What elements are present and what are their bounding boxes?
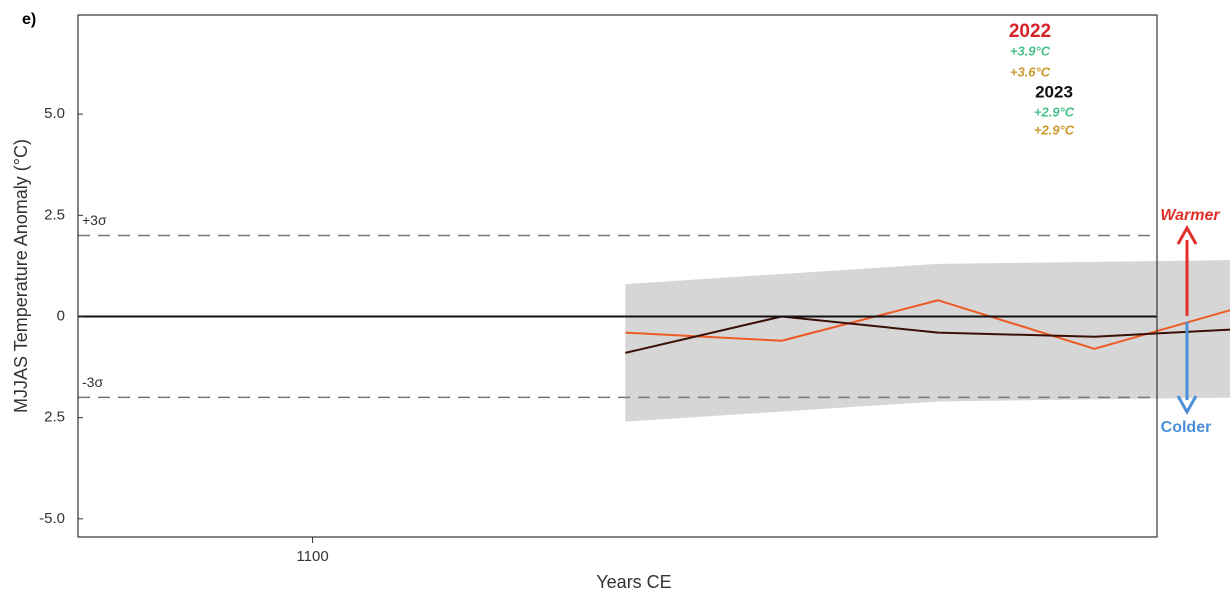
anomaly-label: +3.6°C [1010, 64, 1051, 79]
highlight-year: 2023 [1035, 82, 1073, 101]
y-tick-label: -5.0 [39, 510, 65, 527]
anomaly-label: +3.9°C [1010, 43, 1051, 58]
warmer-label: Warmer [1160, 207, 1220, 224]
overlay-layer: 5.02.502.5-5.011001200130014001500160017… [39, 14, 1158, 565]
y-tick-label: 2.5 [44, 206, 65, 223]
anomaly-label: +2.9°C [1034, 122, 1075, 137]
y-tick-label: 0 [57, 307, 65, 324]
x-axis-label: Years CE [596, 572, 671, 592]
sigma-label: -3σ [82, 374, 103, 390]
anomaly-label: +2.9°C [1034, 104, 1075, 119]
highlight-year: 2022 [1009, 21, 1051, 42]
y-tick-label: 2.5 [44, 409, 65, 426]
uncertainty-band [625, 260, 1230, 422]
x-tick-label: 1100 [296, 548, 328, 565]
plot-frame [77, 14, 1158, 538]
panel-label: e) [22, 11, 36, 28]
colder-label: Colder [1161, 419, 1212, 436]
data-layer [78, 260, 1230, 422]
warmer-arrowhead [1176, 224, 1198, 245]
sigma-label: +3σ [82, 212, 107, 228]
colder-arrowhead [1176, 395, 1198, 416]
y-axis-label: MJJAS Temperature Anomaly (°C) [11, 139, 31, 413]
y-tick-label: 5.0 [44, 105, 65, 122]
